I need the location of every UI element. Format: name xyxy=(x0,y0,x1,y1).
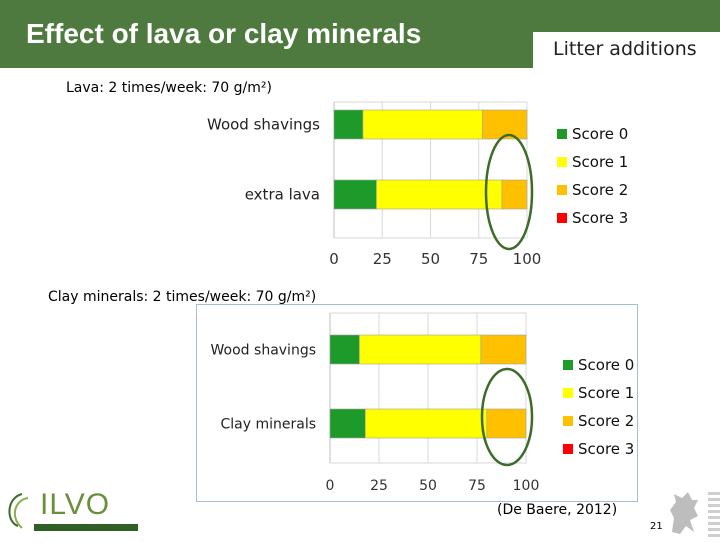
bar-segment-score-2 xyxy=(482,109,528,140)
legend-label: Score 1 xyxy=(578,384,634,402)
bar-segment-score-1 xyxy=(364,408,488,439)
lava-caption: Lava: 2 times/week: 70 g/m²) xyxy=(66,80,272,96)
category-label: Wood shavings xyxy=(211,343,316,359)
bar-segment-score-2 xyxy=(501,179,528,210)
x-tick-label: 25 xyxy=(373,250,392,268)
section-tab: Litter additions xyxy=(533,32,720,68)
highlight-circle xyxy=(484,133,534,251)
x-tick-label: 0 xyxy=(329,250,339,268)
ilvo-logo: ILVO xyxy=(4,488,144,534)
section-tab-label: Litter additions xyxy=(553,38,697,60)
clay-chart-frame: 0 25 50 75 100 Wood shavings Clay minerals Scor… xyxy=(196,304,638,502)
legend-swatch xyxy=(563,416,573,426)
bar-segment-score-1 xyxy=(376,179,503,210)
legend-label: Score 2 xyxy=(572,181,628,199)
ilvo-logo-graphic xyxy=(8,493,138,531)
legend-swatch xyxy=(557,213,567,223)
legend-label: Score 0 xyxy=(572,125,628,143)
lion-crest-graphic xyxy=(670,492,698,534)
legend-swatch xyxy=(563,388,573,398)
legend-swatch xyxy=(563,444,573,454)
legend-label: Score 0 xyxy=(578,356,634,374)
bar-segment-score-0 xyxy=(329,408,366,439)
x-tick-label: 75 xyxy=(468,478,486,494)
bar-segment-score-0 xyxy=(333,179,377,210)
page-number: 21 xyxy=(650,521,663,532)
legend-label: Score 3 xyxy=(572,209,628,227)
corner-decoration xyxy=(708,492,720,540)
slide-title: Effect of lava or clay minerals xyxy=(26,18,422,49)
x-tick-label: 75 xyxy=(469,250,488,268)
clay-chart: 0 25 50 75 100 Wood shavings Clay minerals Scor… xyxy=(211,312,634,494)
bar-segment-score-2 xyxy=(480,334,527,365)
legend-swatch xyxy=(557,185,567,195)
lava-chart: 0 25 50 75 100 Wood shavings extra lava Score 0… xyxy=(207,101,628,268)
x-tick-label: 50 xyxy=(421,250,440,268)
legend-swatch xyxy=(557,129,567,139)
x-tick-label: 25 xyxy=(370,478,388,494)
ilvo-logo-text: ILVO xyxy=(40,488,111,521)
legend-label: Score 3 xyxy=(578,440,634,458)
bar-segment-score-1 xyxy=(362,109,483,140)
legend-swatch xyxy=(557,157,567,167)
legend-label: Score 1 xyxy=(572,153,628,171)
lava-chart-frame: 0 25 50 75 100 Wood shavings extra lava Score 0… xyxy=(200,96,636,272)
bar-segment-score-2 xyxy=(486,408,527,439)
x-tick-label: 100 xyxy=(513,250,542,268)
legend-swatch xyxy=(563,360,573,370)
bar-segment-score-0 xyxy=(329,334,360,365)
category-label: Wood shavings xyxy=(207,116,320,134)
x-tick-label: 0 xyxy=(326,478,335,494)
bar-segment-score-0 xyxy=(333,109,364,140)
citation: (De Baere, 2012) xyxy=(497,502,618,518)
category-label: extra lava xyxy=(245,186,320,204)
clay-caption: Clay minerals: 2 times/week: 70 g/m²) xyxy=(48,289,317,305)
lion-crest-icon xyxy=(664,488,704,538)
legend-label: Score 2 xyxy=(578,412,634,430)
x-tick-label: 100 xyxy=(513,478,540,494)
bar-segment-score-1 xyxy=(359,334,482,365)
highlight-circle xyxy=(480,367,534,467)
category-label: Clay minerals xyxy=(220,417,316,433)
x-tick-label: 50 xyxy=(419,478,437,494)
